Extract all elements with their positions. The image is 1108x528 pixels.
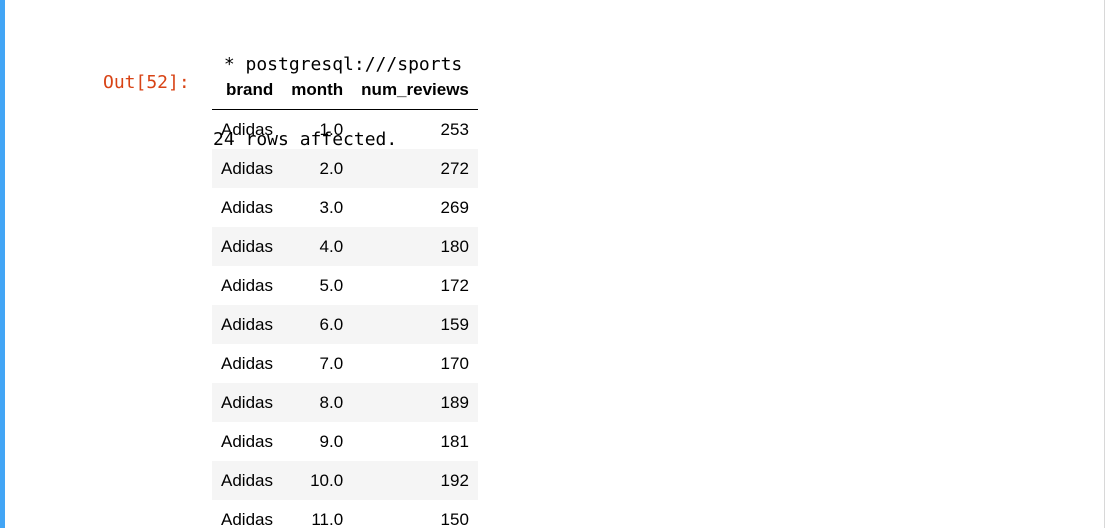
cell-month: 2.0 (282, 149, 353, 188)
cell-month: 6.0 (282, 305, 353, 344)
table-row: Adidas 10.0 192 (212, 461, 478, 500)
cell-num-reviews: 159 (352, 305, 478, 344)
cell-month: 1.0 (319, 119, 344, 139)
cell-brand: Adidas (212, 305, 283, 344)
cell-brand: Adidas (212, 461, 283, 500)
column-header-month: month (282, 71, 353, 110)
cell-brand: Adidas (221, 353, 273, 373)
cell-brand: Adidas (212, 227, 283, 266)
cell-num-reviews: 192 (352, 461, 478, 500)
sql-output-text: * postgresql:///sports 24 rows affected. (213, 2, 462, 202)
cell-month: 8.0 (282, 383, 353, 422)
cell-month: 10.0 (282, 461, 353, 500)
rows-affected-line: 24 rows affected. (213, 129, 398, 150)
cell-month: 5.0 (319, 275, 344, 295)
result-dataframe: brand month num_reviews Adidas 1.0 253 A… (212, 71, 478, 528)
connection-line: * postgresql:///sports (213, 54, 463, 75)
table-row: Adidas 11.0 150 (212, 500, 478, 528)
cell-border (1104, 0, 1105, 528)
table-row: Adidas 3.0 269 (212, 188, 478, 227)
column-header-num-reviews: num_reviews (352, 71, 478, 110)
cell-num-reviews: 253 (440, 119, 469, 139)
cell-num-reviews: 272 (352, 149, 478, 188)
cell-num-reviews: 181 (440, 431, 469, 451)
cell-brand: Adidas (212, 383, 283, 422)
cell-num-reviews: 189 (352, 383, 478, 422)
table-row: Adidas 8.0 189 (212, 383, 478, 422)
table-row: Adidas 1.0 253 (212, 110, 478, 150)
table-row: Adidas 9.0 181 (212, 422, 478, 461)
table-row: Adidas 2.0 272 (212, 149, 478, 188)
table-row: Adidas 5.0 172 (212, 266, 478, 305)
cell-brand: Adidas (221, 119, 273, 139)
cell-brand: Adidas (221, 431, 273, 451)
table-row: Adidas 4.0 180 (212, 227, 478, 266)
cell-num-reviews: 172 (440, 275, 469, 295)
cell-num-reviews: 150 (440, 509, 469, 528)
cell-brand: Adidas (212, 149, 283, 188)
output-prompt: Out[52]: (103, 72, 190, 93)
cell-num-reviews: 180 (352, 227, 478, 266)
cell-brand: Adidas (221, 197, 273, 217)
cell-month: 11.0 (311, 509, 344, 528)
cell-num-reviews: 170 (440, 353, 469, 373)
table-row: Adidas 7.0 170 (212, 344, 478, 383)
cell-month: 4.0 (282, 227, 353, 266)
cell-month: 7.0 (319, 353, 344, 373)
column-header-brand: brand (212, 71, 283, 110)
cell-month: 3.0 (319, 197, 344, 217)
cell-brand: Adidas (221, 275, 273, 295)
cell-num-reviews: 269 (440, 197, 469, 217)
cell-month: 9.0 (319, 431, 344, 451)
table-row: Adidas 6.0 159 (212, 305, 478, 344)
cell-brand: Adidas (221, 509, 273, 528)
selected-cell-indicator (0, 0, 5, 528)
header-row: brand month num_reviews (212, 71, 478, 110)
